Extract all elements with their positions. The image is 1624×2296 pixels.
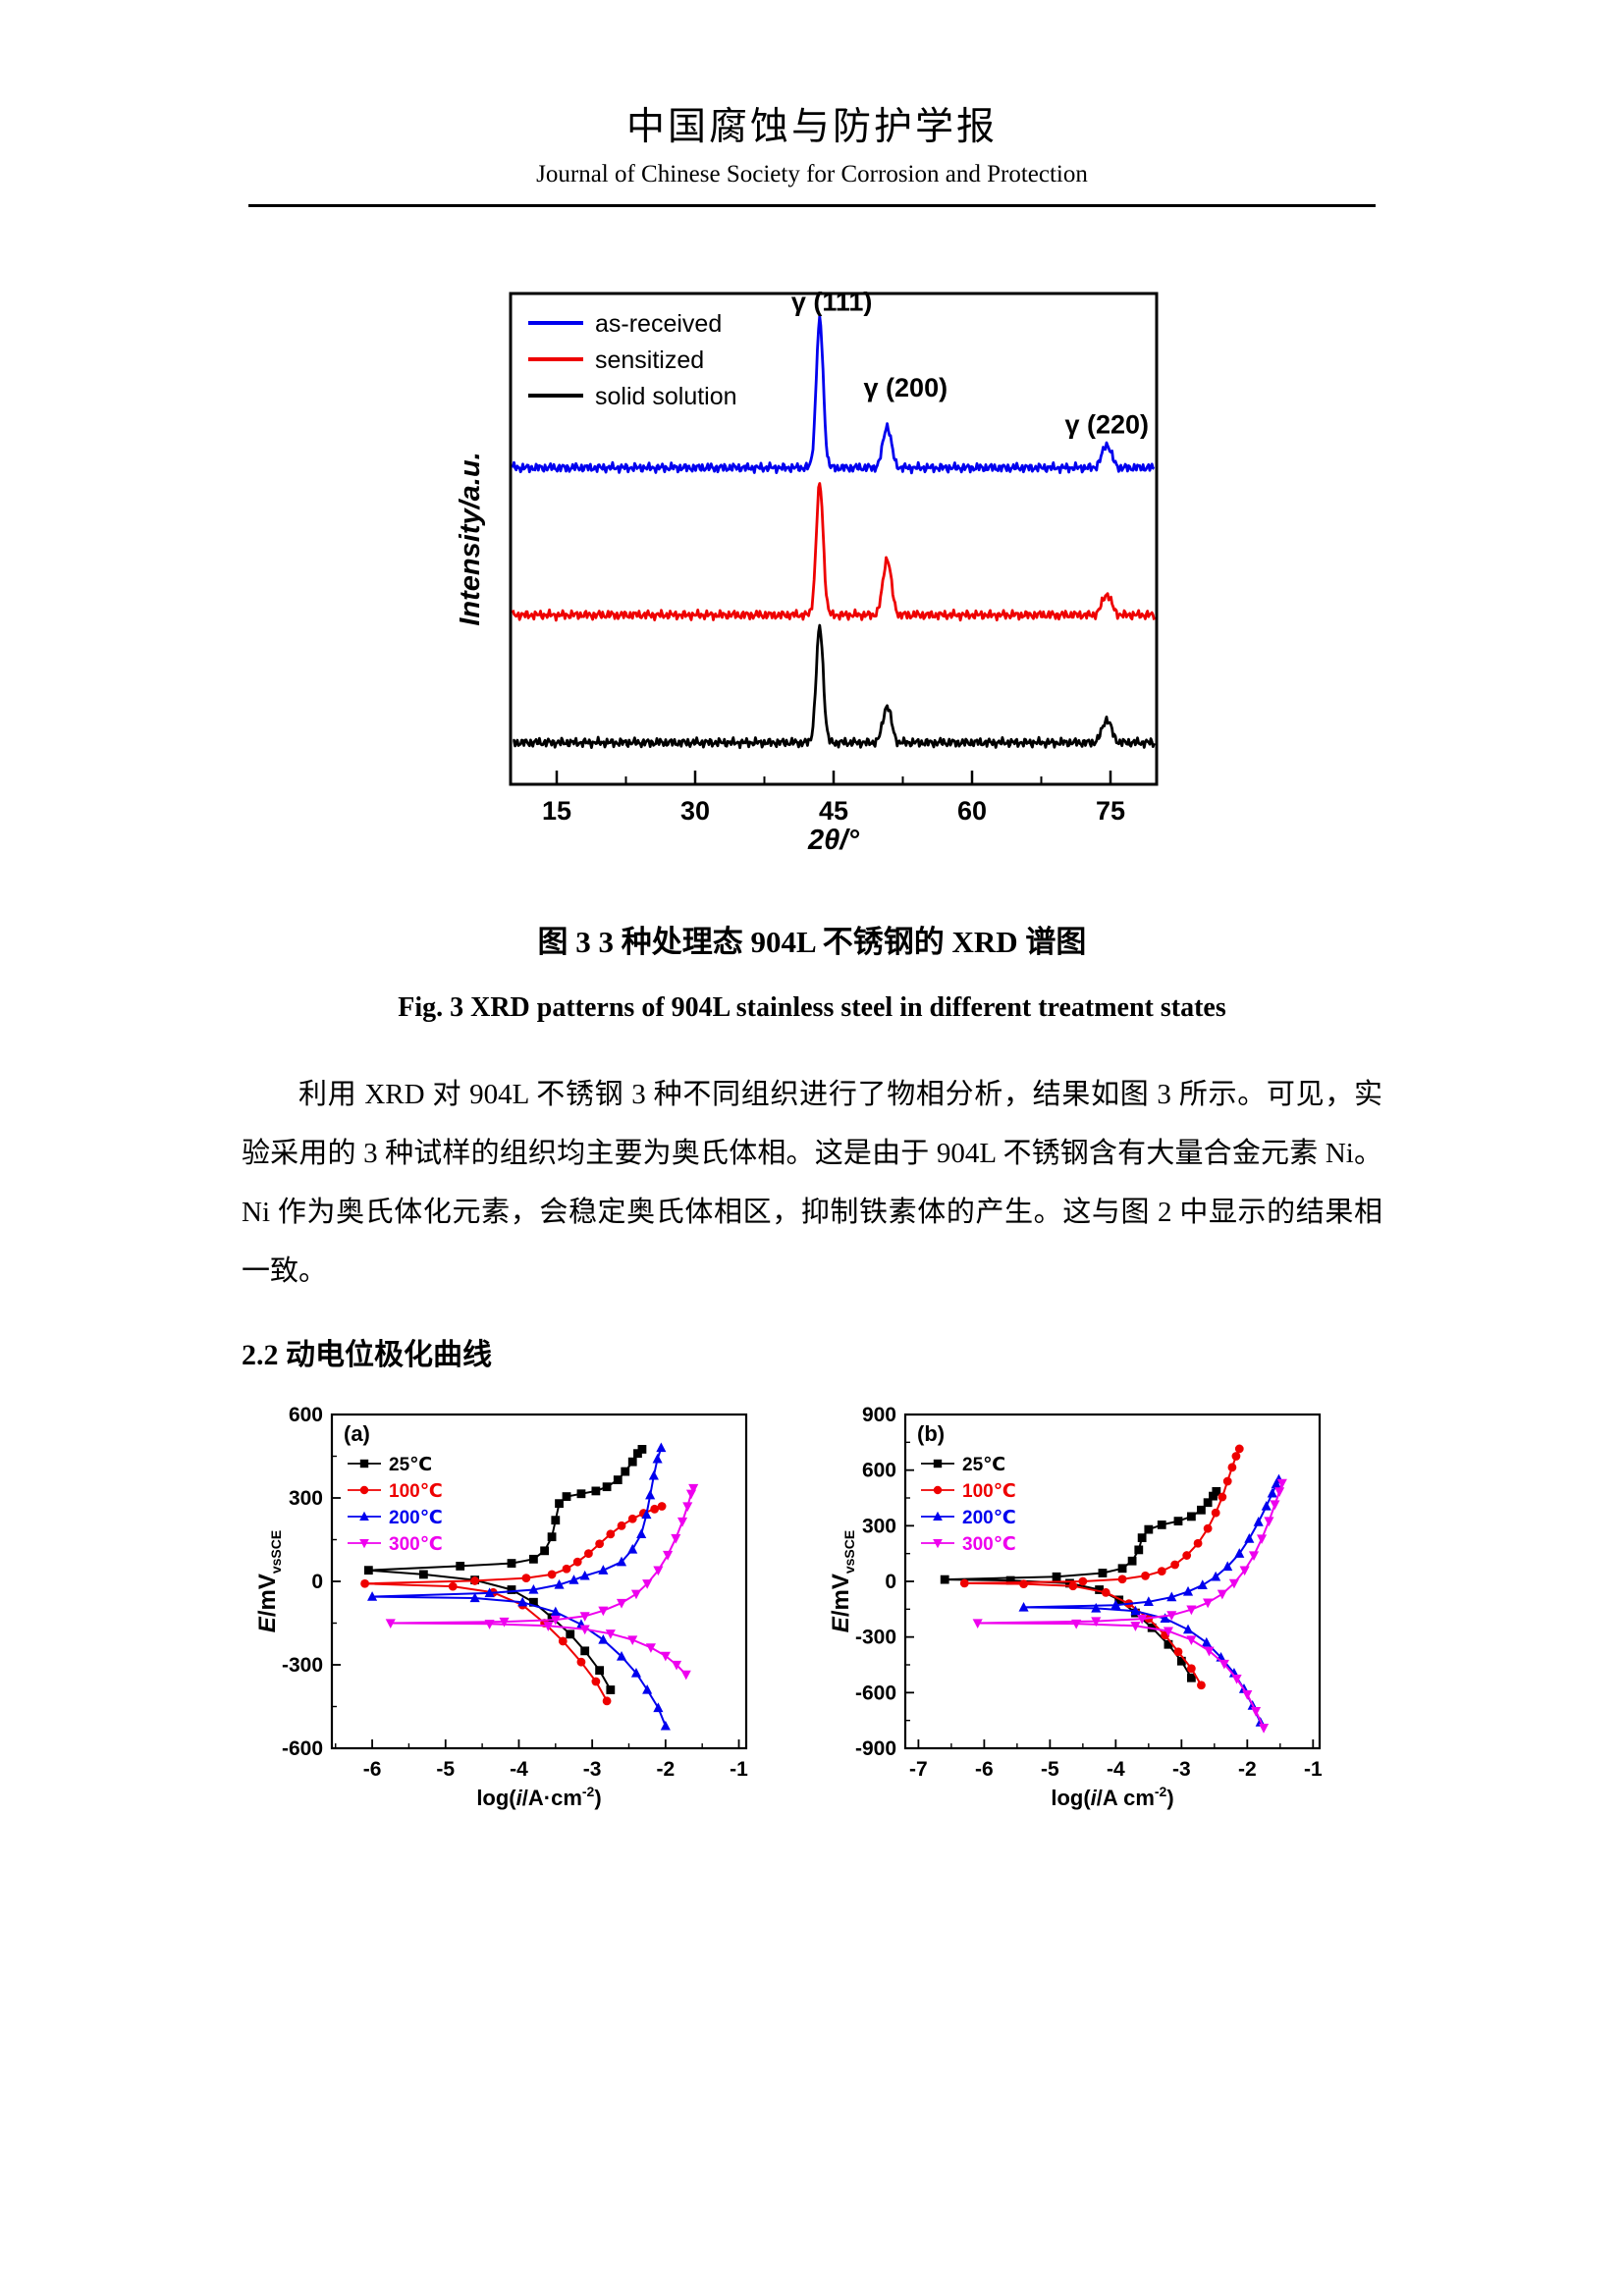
svg-text:-5: -5 <box>436 1758 455 1781</box>
svg-text:γ (111): γ (111) <box>791 288 873 317</box>
journal-header: 中国腐蚀与防护学报 Journal of Chinese Society for… <box>0 0 1624 207</box>
journal-title-en: Journal of Chinese Society for Corrosion… <box>536 161 1088 187</box>
svg-text:-600: -600 <box>855 1682 896 1704</box>
svg-text:-5: -5 <box>1041 1758 1059 1781</box>
svg-text:-4: -4 <box>510 1758 528 1781</box>
svg-text:-1: -1 <box>730 1758 748 1781</box>
svg-text:sensitized: sensitized <box>595 347 704 374</box>
svg-text:log(i/A·cm-2): log(i/A·cm-2) <box>476 1784 601 1810</box>
svg-text:60: 60 <box>957 796 987 826</box>
svg-text:2θ/°: 2θ/° <box>807 825 859 856</box>
svg-text:30: 30 <box>680 796 710 826</box>
svg-text:Intensity/a.u.: Intensity/a.u. <box>455 452 486 625</box>
svg-text:0: 0 <box>885 1571 896 1593</box>
svg-text:300: 300 <box>862 1515 896 1537</box>
svg-text:300℃: 300℃ <box>389 1534 443 1555</box>
svg-text:600: 600 <box>862 1460 896 1482</box>
svg-text:-1: -1 <box>1304 1758 1323 1781</box>
svg-text:-7: -7 <box>909 1758 928 1781</box>
polarization-chart-a: -6 -5 -4 -3 -2 -1 -600 -300 0 300 600 (a) 25℃ 100℃ 200… <box>251 1399 762 1821</box>
svg-text:15: 15 <box>542 796 571 826</box>
xrd-chart: 15 30 45 60 75 γ (111) γ (200) γ (220) as-receiv… <box>454 282 1170 876</box>
section-heading-2-2: 2.2 动电位极化曲线 <box>242 1339 492 1371</box>
figure3-caption-en: Fig. 3 XRD patterns of 904L stainless st… <box>398 992 1226 1023</box>
figure3-xrd: 15 30 45 60 75 γ (111) γ (200) γ (220) as-receiv… <box>454 282 1170 876</box>
svg-text:as-received: as-received <box>595 310 722 338</box>
svg-text:45: 45 <box>819 796 848 826</box>
svg-text:E/mVvsSCE: E/mVvsSCE <box>828 1530 857 1632</box>
svg-text:-6: -6 <box>363 1758 382 1781</box>
svg-text:(b): (b) <box>917 1421 945 1446</box>
svg-text:25℃: 25℃ <box>389 1455 432 1475</box>
svg-text:-2: -2 <box>1238 1758 1257 1781</box>
svg-text:300℃: 300℃ <box>962 1534 1016 1555</box>
svg-text:0: 0 <box>311 1571 323 1593</box>
journal-title-cn: 中国腐蚀与防护学报 <box>625 106 998 148</box>
figure3-caption-cn: 图 3 3 种处理态 904L 不锈钢的 XRD 谱图 <box>537 925 1087 959</box>
svg-text:-600: -600 <box>282 1737 323 1760</box>
svg-text:900: 900 <box>862 1404 896 1426</box>
svg-text:600: 600 <box>289 1404 323 1426</box>
svg-text:200℃: 200℃ <box>962 1508 1016 1528</box>
svg-text:-4: -4 <box>1107 1758 1125 1781</box>
svg-text:-300: -300 <box>282 1654 323 1677</box>
figure4-polarization: -6 -5 -4 -3 -2 -1 -600 -300 0 300 600 (a) 25℃ 100℃ 200… <box>251 1399 1624 1821</box>
svg-text:-6: -6 <box>975 1758 994 1781</box>
body-paragraph: 利用 XRD 对 904L 不锈钢 3 种不同组织进行了物相分析，结果如图 3 … <box>242 1079 1382 1287</box>
polarization-chart-b: -7 -6 -5 -4 -3 -2 -1 -900 -600 -300 0 300 600 900 (b) 2… <box>825 1399 1335 1821</box>
svg-text:E/mVvsSCE: E/mVvsSCE <box>254 1530 284 1632</box>
svg-text:-3: -3 <box>1172 1758 1191 1781</box>
svg-text:-900: -900 <box>855 1737 896 1760</box>
svg-text:(a): (a) <box>344 1421 370 1446</box>
svg-text:100℃: 100℃ <box>389 1481 443 1502</box>
svg-text:100℃: 100℃ <box>962 1481 1016 1502</box>
svg-text:300: 300 <box>289 1487 323 1510</box>
svg-text:γ (200): γ (200) <box>864 373 948 402</box>
svg-text:-2: -2 <box>656 1758 675 1781</box>
svg-text:-300: -300 <box>855 1627 896 1649</box>
header-rule <box>248 204 1376 207</box>
svg-text:75: 75 <box>1096 796 1125 826</box>
svg-text:γ (220): γ (220) <box>1064 410 1149 440</box>
svg-text:-3: -3 <box>583 1758 602 1781</box>
svg-text:solid solution: solid solution <box>595 383 737 410</box>
svg-text:25℃: 25℃ <box>962 1455 1005 1475</box>
svg-text:200℃: 200℃ <box>389 1508 443 1528</box>
svg-text:log(i/A cm-2): log(i/A cm-2) <box>1051 1784 1173 1810</box>
